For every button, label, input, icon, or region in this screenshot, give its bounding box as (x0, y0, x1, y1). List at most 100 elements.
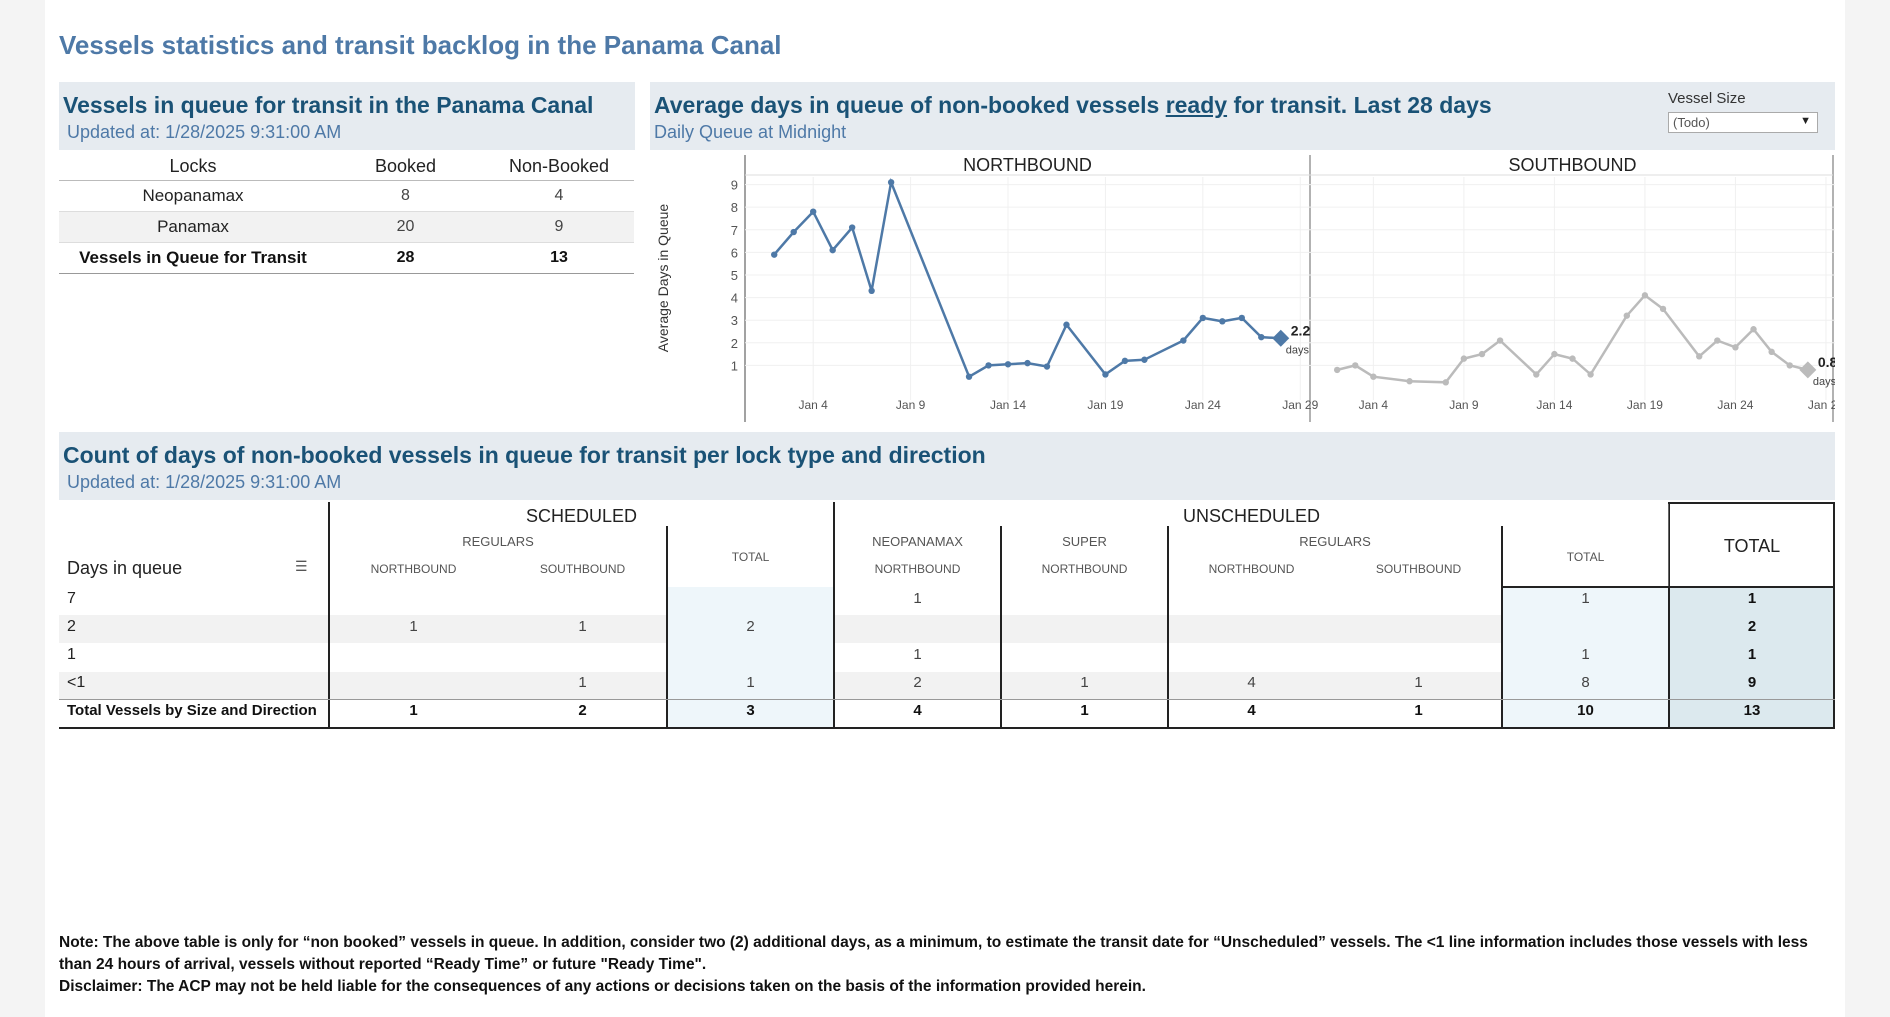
data-point (1569, 355, 1576, 362)
header-northbound: NORTHBOUND (874, 562, 961, 576)
header-total: TOTAL (1723, 536, 1781, 556)
grid-line (833, 502, 835, 729)
grid-line (328, 502, 330, 729)
end-value-label: 2.2 (1291, 322, 1311, 338)
grid-line (1501, 526, 1503, 729)
alt-row-band (59, 672, 667, 700)
end-value-unit: days (1286, 344, 1310, 356)
data-point (1199, 314, 1207, 322)
chart-panel-header: Average days in queue of non-booked vess… (650, 82, 1835, 150)
chart-panel-title: Average days in queue of non-booked vess… (654, 92, 1492, 119)
data-point (1102, 371, 1109, 378)
data-point (1714, 337, 1721, 344)
data-point (985, 362, 992, 369)
table-row-total: Vessels in Queue for Transit 28 13 (59, 242, 634, 274)
queue-panel-updated: Updated at: 1/28/2025 9:31:00 AM (67, 122, 342, 142)
y-tick-label: 3 (731, 313, 738, 328)
y-axis-label: Average Days in Queue (655, 204, 671, 353)
x-tick-label: Jan 14 (1536, 398, 1572, 412)
x-tick-label: Jan 24 (1717, 398, 1753, 412)
count-cell-total: 1 (1747, 590, 1757, 607)
panel-title: SOUTHBOUND (1508, 155, 1636, 175)
x-tick-label: Jan 19 (1627, 398, 1663, 412)
count-table: SCHEDULED UNSCHEDULED TOTAL REGULARS NEO… (59, 502, 1835, 729)
grid-line (1668, 502, 1670, 729)
count-cell-s-sb: 1 (578, 674, 587, 691)
booked-value: 20 (327, 211, 484, 243)
lock-name: Panamax (59, 211, 327, 243)
col-locks: Locks (59, 152, 327, 181)
data-point (1141, 356, 1148, 363)
days-row-label: 7 (67, 590, 76, 607)
chart-title-ready: ready (1165, 92, 1228, 118)
grand-total-band (1669, 587, 1835, 729)
count-cell-neo-nb: 1 (913, 646, 922, 663)
data-point (771, 251, 778, 258)
grid-line (1000, 526, 1002, 729)
count-cell-u-tot: 1 (1581, 646, 1590, 663)
x-tick-label: Jan 9 (1449, 398, 1479, 412)
grid-line (1668, 502, 1669, 587)
grid-line (59, 727, 1835, 729)
queue-panel-title: Vessels in queue for transit in the Pana… (63, 92, 594, 118)
data-point (1478, 350, 1486, 358)
header-total-small: TOTAL (731, 550, 770, 564)
data-point (1460, 355, 1468, 362)
data-point (887, 179, 895, 186)
booked-value: 28 (327, 242, 484, 274)
data-point (1732, 344, 1739, 351)
data-point (790, 228, 797, 236)
data-point (1024, 359, 1031, 367)
non-booked-value: 4 (484, 180, 634, 212)
series-line (773, 177, 1281, 379)
chart-title-part: Average days in queue of non-booked vess… (654, 92, 1166, 118)
count-cell-s-sb: 1 (578, 618, 587, 635)
data-point (1750, 326, 1757, 333)
data-point (1063, 321, 1070, 328)
count-cell-total: 1 (1747, 646, 1757, 663)
x-tick-label: Jan 4 (1359, 398, 1389, 412)
vessel-size-dropdown[interactable]: (Todo) ▼ (1668, 112, 1818, 133)
data-point (1333, 366, 1341, 374)
table-row: Panamax 20 9 (59, 211, 634, 243)
data-point (1786, 362, 1793, 369)
dashboard-title: Vessels statistics and transit backlog i… (59, 30, 782, 60)
count-cell-u-tot: 8 (1581, 674, 1590, 691)
queue-panel-header: Vessels in queue for transit in the Pana… (59, 82, 635, 150)
header-total-small: TOTAL (1566, 550, 1605, 564)
data-point (1768, 348, 1775, 356)
col-booked: Booked (327, 152, 484, 181)
grid-line (1502, 586, 1835, 588)
header-northbound: NORTHBOUND (1208, 562, 1295, 576)
count-panel-title: Count of days of non-booked vessels in q… (63, 442, 986, 468)
y-tick-label: 8 (731, 200, 738, 215)
header-scheduled: SCHEDULED (525, 506, 638, 526)
x-tick-label: Jan 9 (896, 398, 926, 412)
x-tick-label: Jan 4 (799, 398, 829, 412)
dashboard: Vessels statistics and transit backlog i… (45, 0, 1845, 1017)
header-northbound: NORTHBOUND (1041, 562, 1128, 576)
data-point (829, 246, 836, 254)
data-point (1587, 371, 1594, 378)
data-point (1238, 314, 1246, 322)
chart-title-part: for transit. Last 28 days (1227, 92, 1492, 118)
count-cell-total: 2 (1747, 618, 1757, 635)
y-tick-label: 5 (731, 268, 738, 283)
sort-icon[interactable]: ☰ (295, 558, 308, 574)
count-cell-sup-nb: 1 (1080, 702, 1089, 719)
totals-row-label: Total Vessels by Size and Direction (67, 702, 317, 719)
data-point (1258, 333, 1265, 341)
count-panel-header: Count of days of non-booked vessels in q… (59, 432, 1835, 500)
header-northbound: NORTHBOUND (370, 562, 457, 576)
data-point (1043, 363, 1051, 370)
grid-line (1833, 502, 1835, 729)
series-line (1336, 293, 1809, 384)
days-row-label: 2 (67, 618, 76, 635)
y-tick-label: 9 (731, 178, 738, 193)
queue-table-header: Locks Booked Non-Booked (59, 152, 634, 181)
x-tick-label: Jan 29 (1282, 398, 1318, 412)
count-cell-u-tot: 10 (1577, 702, 1594, 719)
data-point (809, 208, 817, 215)
count-cell-s-tot: 3 (746, 702, 755, 719)
notes: Note: The above table is only for “non b… (59, 932, 1835, 998)
